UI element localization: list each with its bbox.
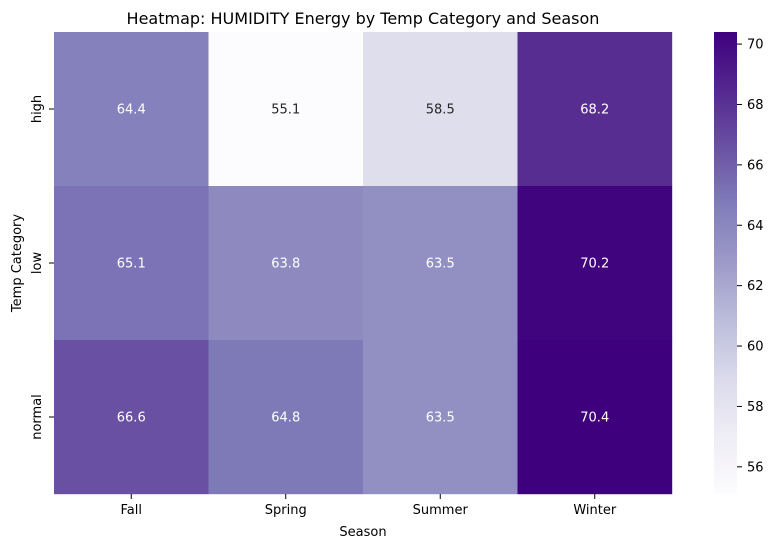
- heatmap-cell-normal-summer: [363, 340, 518, 495]
- heatmap-cell-label-normal-summer: 63.5: [426, 411, 455, 426]
- y-tick-label-normal: normal: [30, 394, 45, 440]
- heatmap-cell-label-high-spring: 55.1: [271, 103, 300, 118]
- colorbar-tick-label-70: 70: [747, 38, 764, 53]
- x-axis-label: Season: [339, 525, 386, 540]
- heatmap-cell-label-normal-spring: 64.8: [271, 411, 300, 426]
- x-tick-label-summer: Summer: [413, 503, 469, 518]
- x-tick-label-fall: Fall: [121, 503, 142, 518]
- heatmap-cell-label-normal-fall: 66.6: [117, 411, 146, 426]
- colorbar-tick-label-56: 56: [747, 460, 764, 475]
- heatmap-cell-label-low-fall: 65.1: [117, 257, 146, 272]
- heatmap-cell-low-spring: [208, 186, 364, 341]
- colorbar-ticks: 56 58 60 62 64 66 68 70: [737, 38, 764, 475]
- y-axis-ticks: high low normal: [30, 95, 54, 440]
- x-tick-label-spring: Spring: [265, 503, 307, 518]
- heatmap-cell-label-high-winter: 68.2: [580, 103, 609, 118]
- heatmap-cell-labels: 64.4 55.1 58.5 68.2 65.1 63.8 63.5 70.2 66.6 64.8…: [117, 103, 609, 426]
- colorbar-tick-label-62: 62: [747, 279, 764, 294]
- chart-title: Heatmap: HUMIDITY Energy by Temp Categor…: [127, 9, 600, 28]
- colorbar-tick-label-66: 66: [747, 158, 764, 173]
- colorbar-tick-label-68: 68: [747, 98, 764, 113]
- heatmap-cell-high-summer: [363, 32, 518, 187]
- x-tick-label-winter: Winter: [573, 503, 617, 518]
- x-axis-ticks: Fall Spring Summer Winter: [121, 494, 617, 518]
- heatmap-cell-low-winter: [517, 186, 673, 341]
- y-tick-label-low: low: [30, 252, 45, 275]
- heatmap-cell-high-spring: [208, 32, 364, 187]
- heatmap-cell-high-winter: [517, 32, 673, 187]
- heatmap-cell-label-low-winter: 70.2: [580, 257, 609, 272]
- heatmap-cell-label-low-summer: 63.5: [426, 257, 455, 272]
- heatmap-cells: [54, 32, 673, 495]
- heatmap-cell-high-fall: [54, 32, 209, 187]
- heatmap-cell-label-high-fall: 64.4: [117, 103, 146, 118]
- heatmap-cell-label-high-summer: 58.5: [426, 103, 455, 118]
- heatmap-cell-low-fall: [54, 186, 209, 341]
- y-axis-label: Temp Category: [10, 214, 25, 313]
- heatmap-cell-label-low-spring: 63.8: [271, 257, 300, 272]
- heatmap-cell-normal-fall: [54, 340, 209, 495]
- colorbar-tick-label-60: 60: [747, 340, 764, 355]
- heatmap-cell-low-summer: [363, 186, 518, 341]
- colorbar-tick-label-64: 64: [747, 219, 764, 234]
- y-tick-label-high: high: [30, 95, 45, 123]
- heatmap-cell-label-normal-winter: 70.4: [580, 411, 609, 426]
- heatmap-cell-normal-winter: [517, 340, 673, 495]
- colorbar: [714, 32, 737, 494]
- colorbar-tick-label-58: 58: [747, 400, 764, 415]
- heatmap-cell-normal-spring: [208, 340, 364, 495]
